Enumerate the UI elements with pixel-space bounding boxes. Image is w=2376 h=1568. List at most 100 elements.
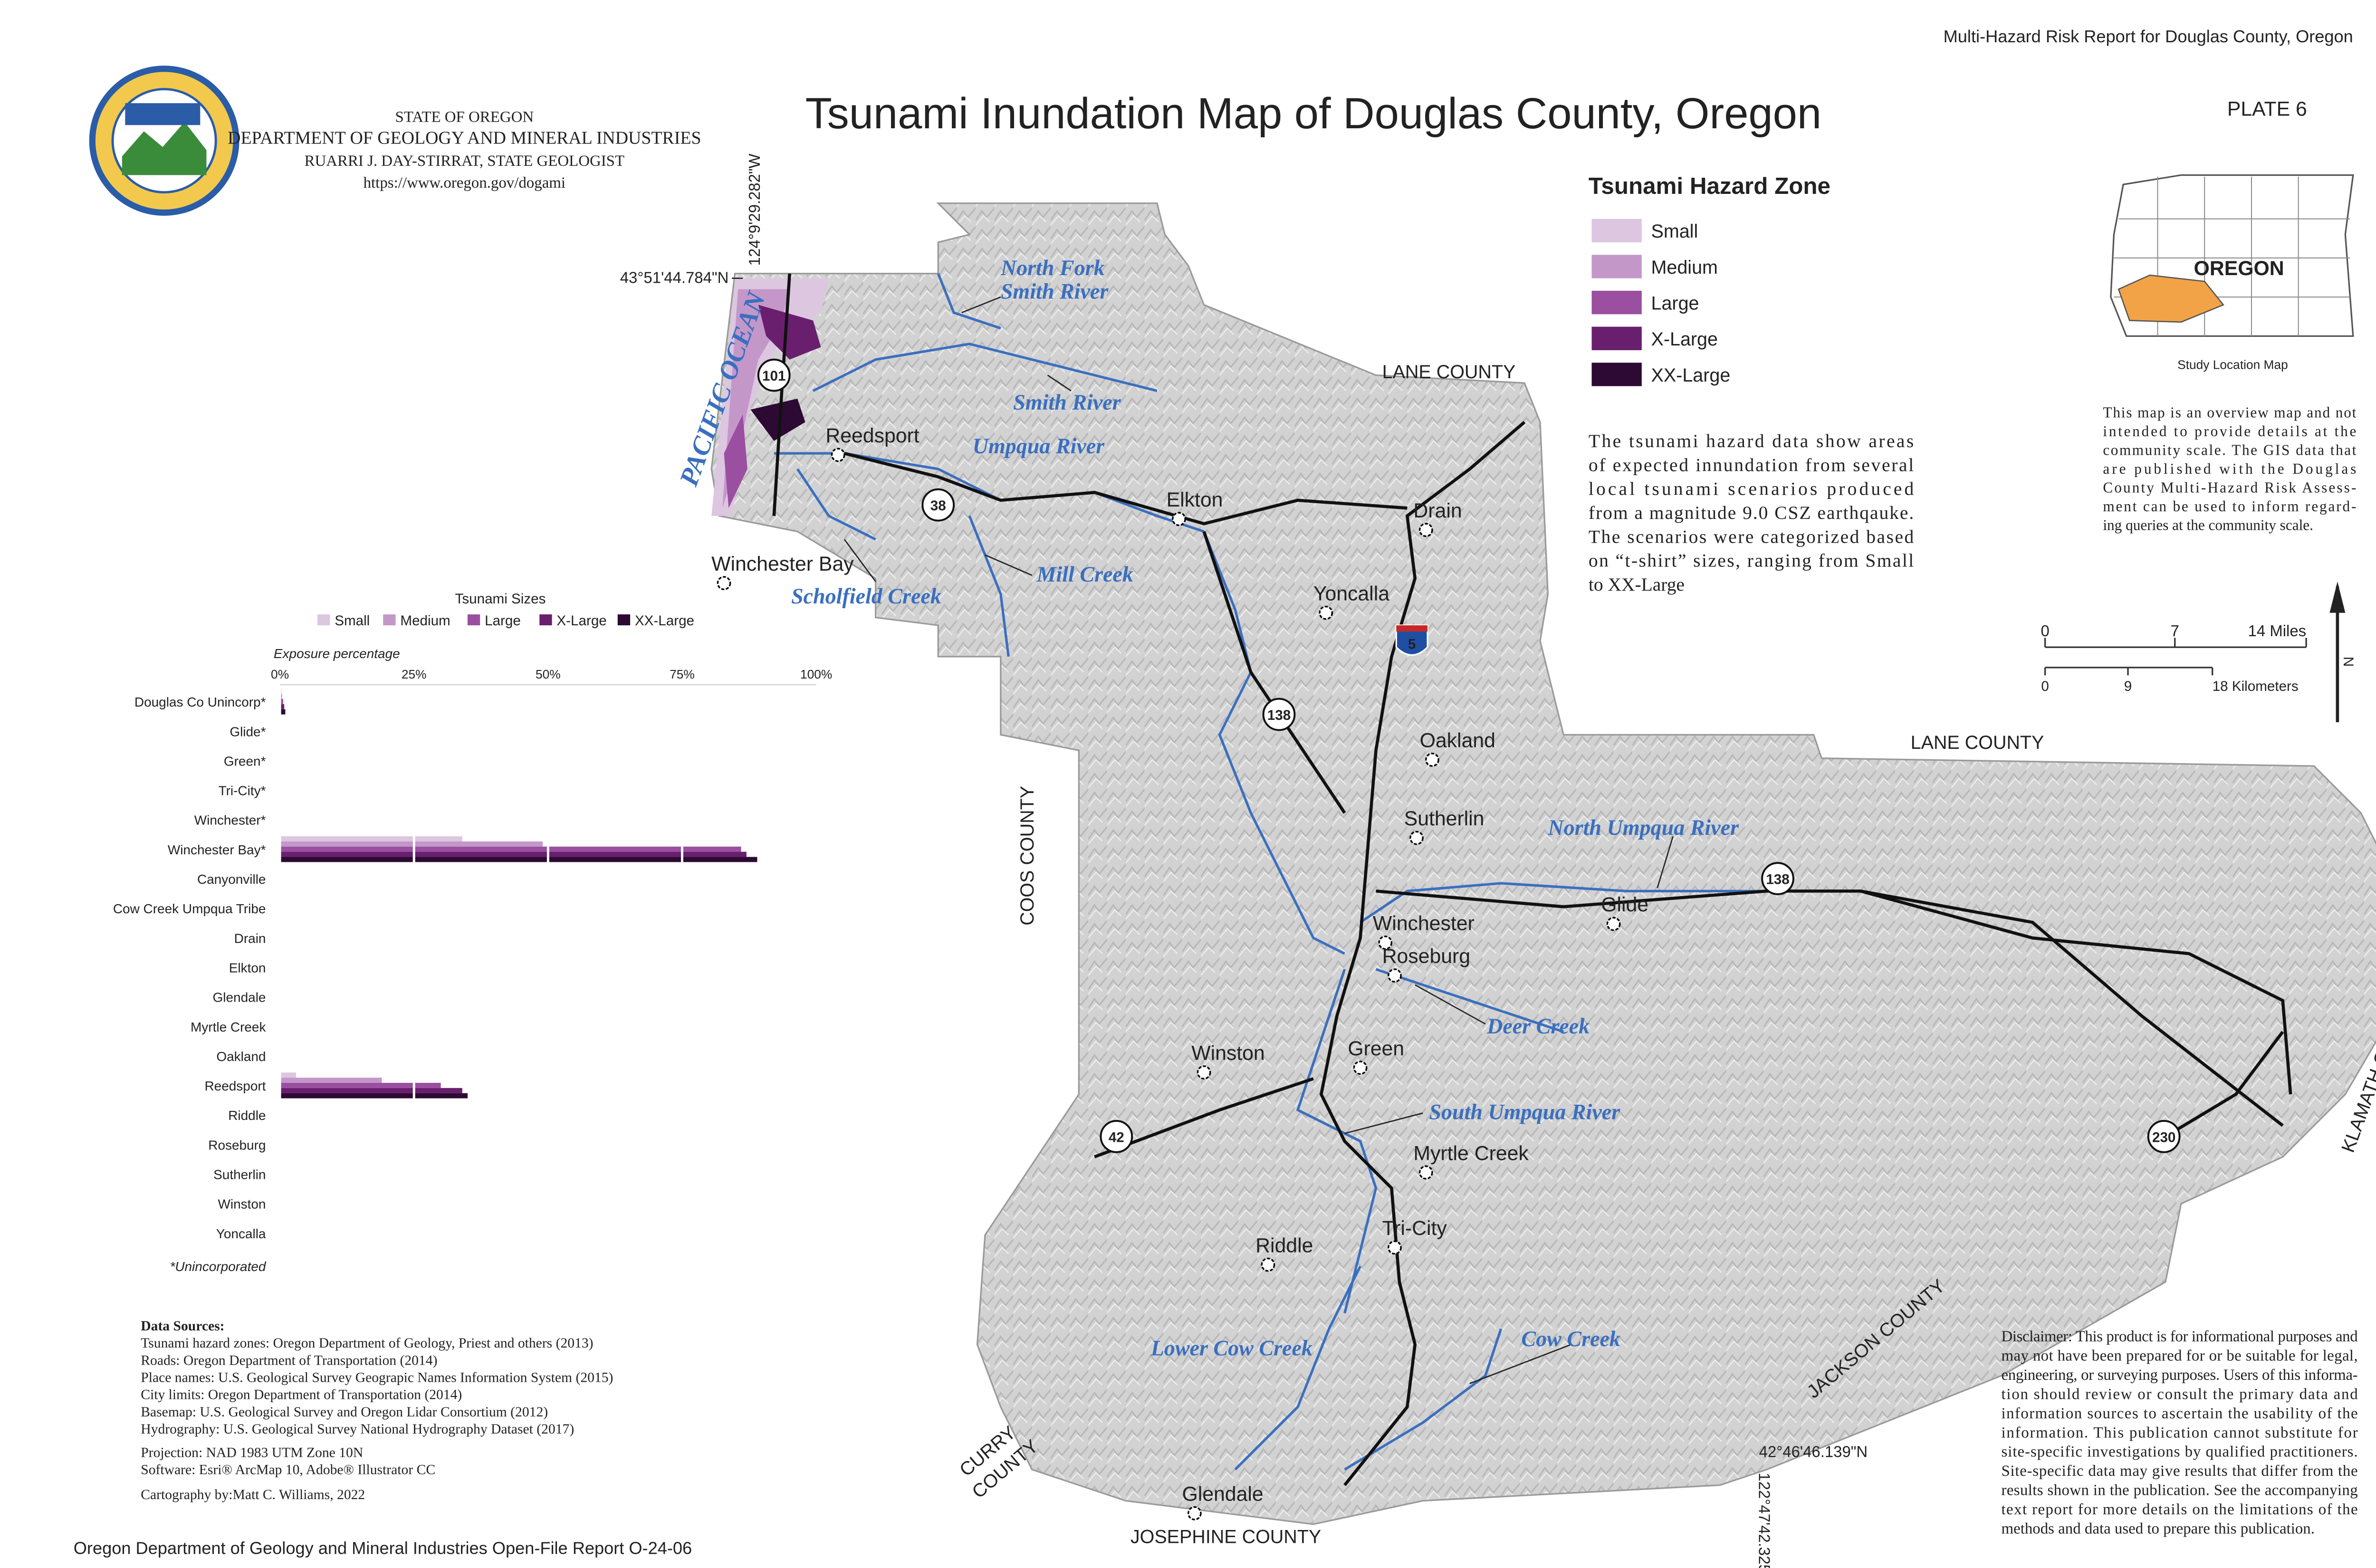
legend-title: Tsunami Hazard Zone xyxy=(1589,173,1830,199)
bar xyxy=(280,709,286,715)
bar xyxy=(280,846,741,852)
scale-label: 9 xyxy=(2124,679,2132,694)
river xyxy=(796,468,876,541)
category-label: Green* xyxy=(224,754,266,768)
interstate-shield xyxy=(1395,624,1428,656)
river xyxy=(1344,1328,1503,1471)
category-label: Roseburg xyxy=(208,1138,266,1152)
report-title: Multi-Hazard Risk Report for Douglas Cou… xyxy=(1944,27,2353,46)
highway-shield xyxy=(1761,862,1794,895)
report-footer: Oregon Department of Geology and Mineral… xyxy=(74,1538,692,1558)
county-outline xyxy=(710,202,2376,1525)
county-label: LANE COUNTY xyxy=(1382,362,1516,382)
agency-logo xyxy=(89,66,240,216)
category-label: Glendale xyxy=(213,990,266,1005)
city-limit xyxy=(1418,523,1433,537)
note-line: ing queries at the community scale. xyxy=(2103,516,2313,533)
place-label: Glide xyxy=(1601,893,1648,916)
scale-label: 7 xyxy=(2171,622,2179,640)
disclaimer-line: site-specific investigations by qualifie… xyxy=(2002,1444,2358,1461)
agency-line: STATE OF OREGON xyxy=(395,109,534,126)
place-label: Sutherlin xyxy=(1404,807,1485,830)
chart-legend-label: X-Large xyxy=(556,613,606,629)
place-label: Riddle xyxy=(1255,1234,1313,1257)
zone-large xyxy=(724,414,747,508)
city-limit xyxy=(1172,512,1186,526)
river-label: South Umpqua River xyxy=(1429,1100,1620,1124)
note-line: ment can be used to inform regard- xyxy=(2103,498,2356,515)
category-label: Riddle xyxy=(228,1108,266,1123)
chart-title: Tsunami Sizes xyxy=(455,591,546,607)
county-label: JOSEPHINE COUNTY xyxy=(1131,1526,1321,1547)
highway-label: 38 xyxy=(930,498,946,514)
leader xyxy=(961,296,1001,314)
sources-line: Tsunami hazard zones: Oregon Department … xyxy=(141,1336,593,1351)
axis-label: Exposure percentage xyxy=(274,646,400,661)
chart-legend-swatch xyxy=(467,614,480,626)
chart-legend-label: XX-Large xyxy=(635,613,694,629)
agency-line: RUARRI J. DAY-STIRRAT, STATE GEOLOGIST xyxy=(305,153,624,170)
scale-label: 0 xyxy=(2041,679,2049,694)
leader-lines xyxy=(731,277,1674,1384)
place-label: Tri-City xyxy=(1382,1217,1447,1240)
note-line: This map is an overview map and not xyxy=(2103,404,2356,421)
exposure-chart: Tsunami Sizes Small Medium Large X-Large XX-L… xyxy=(113,591,832,1274)
road xyxy=(844,451,1408,526)
bar xyxy=(280,1072,296,1078)
city-limit xyxy=(1261,1257,1275,1272)
place-label: Elkton xyxy=(1167,488,1223,511)
category-label: Douglas Co Unincorp* xyxy=(134,695,266,709)
scale-label: 0 xyxy=(2041,622,2049,640)
sources-line: Basemap: U.S. Geological Survey and Oreg… xyxy=(141,1405,548,1420)
city-limit xyxy=(1378,936,1393,950)
road xyxy=(1860,889,2284,1127)
note-line: County Multi-Hazard Risk Assess- xyxy=(2103,479,2356,496)
place-label: Drain xyxy=(1413,499,1462,522)
highway-label: 138 xyxy=(1267,708,1291,723)
disclaimer-line: text report for more details on the limi… xyxy=(2002,1501,2358,1518)
river xyxy=(1375,968,1564,1033)
county-label: COOS COUNTY xyxy=(1017,786,1038,926)
disclaimer-line: results shown in the publication. See th… xyxy=(2002,1482,2358,1499)
bar xyxy=(280,1088,462,1093)
city-limit xyxy=(1418,1165,1433,1180)
legend-swatch xyxy=(1591,219,1642,242)
zone-xxlarge xyxy=(750,398,805,441)
map-frame xyxy=(710,202,2376,1525)
place-label: Yoncalla xyxy=(1313,582,1389,605)
category-label: Canyonville xyxy=(197,872,266,887)
city-limit xyxy=(1197,1065,1211,1080)
bar xyxy=(280,841,543,847)
city-limit xyxy=(831,448,845,462)
highway-label: 101 xyxy=(762,368,786,384)
highway-shield xyxy=(921,488,955,522)
highway-label: 42 xyxy=(1109,1129,1124,1145)
city-limit xyxy=(1425,753,1439,767)
category-label: Myrtle Creek xyxy=(191,1020,266,1034)
interstate-band xyxy=(1396,625,1428,632)
x-tick-label: 50% xyxy=(536,667,561,681)
river xyxy=(968,515,1010,657)
cartography-credit: Cartography by:Matt C. Williams, 2022 xyxy=(141,1487,365,1502)
chart-legend-label: Small xyxy=(335,613,370,629)
scale-bar xyxy=(2044,638,2307,676)
highway-label: 230 xyxy=(2152,1129,2175,1145)
disclaimer-line: information. This publication cannot sub… xyxy=(2002,1424,2358,1441)
category-label: Elkton xyxy=(229,960,266,975)
river-label: Smith River xyxy=(1001,279,1109,303)
place-label: Reedsport xyxy=(825,424,919,447)
river-label: North Umpqua River xyxy=(1547,815,1739,840)
legend-label: Medium xyxy=(1651,257,1718,278)
description-line: on “t-shirt” sizes, ranging from Small xyxy=(1589,550,1914,571)
disclaimer-line: Disclaimer: This product is for informat… xyxy=(2002,1328,2358,1345)
category-label: Yoncalla xyxy=(216,1226,266,1241)
chart-legend-swatch xyxy=(617,614,631,626)
highway-shield xyxy=(1100,1120,1133,1153)
bar xyxy=(280,704,285,709)
highway-label: 5 xyxy=(1408,636,1416,652)
inset-label: OREGON xyxy=(2194,257,2284,280)
city-limit xyxy=(1409,831,1424,845)
disclaimer-line: information sources to ascertain the usa… xyxy=(2002,1405,2358,1422)
river-label: Umpqua River xyxy=(973,434,1105,458)
